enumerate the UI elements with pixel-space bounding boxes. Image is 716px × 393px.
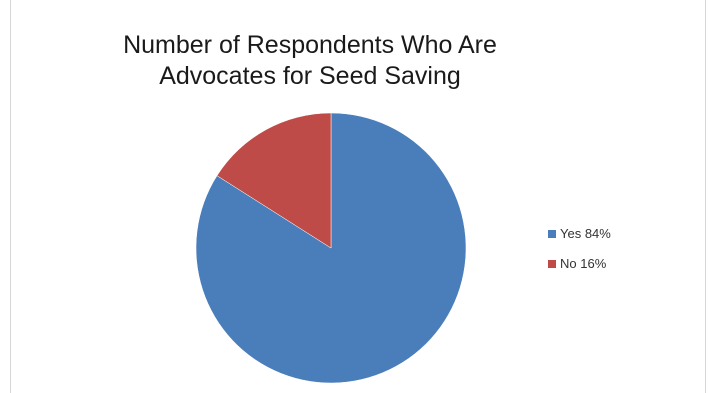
legend-swatch-no (548, 259, 556, 268)
chart-title-line-1: Number of Respondents Who Are (123, 31, 497, 59)
legend-item-no: No 16% (548, 256, 611, 271)
legend-item-yes: Yes 84% (548, 226, 611, 241)
chart-title-line-2: Advocates for Seed Saving (159, 62, 461, 90)
legend-swatch-yes (548, 229, 556, 238)
chart-title: Number of Respondents Who Are Advocates … (100, 30, 520, 92)
legend-label-yes: Yes 84% (560, 226, 611, 241)
legend: Yes 84% No 16% (548, 226, 611, 286)
legend-label-no: No 16% (560, 256, 607, 271)
pie-slice-no (216, 112, 332, 249)
